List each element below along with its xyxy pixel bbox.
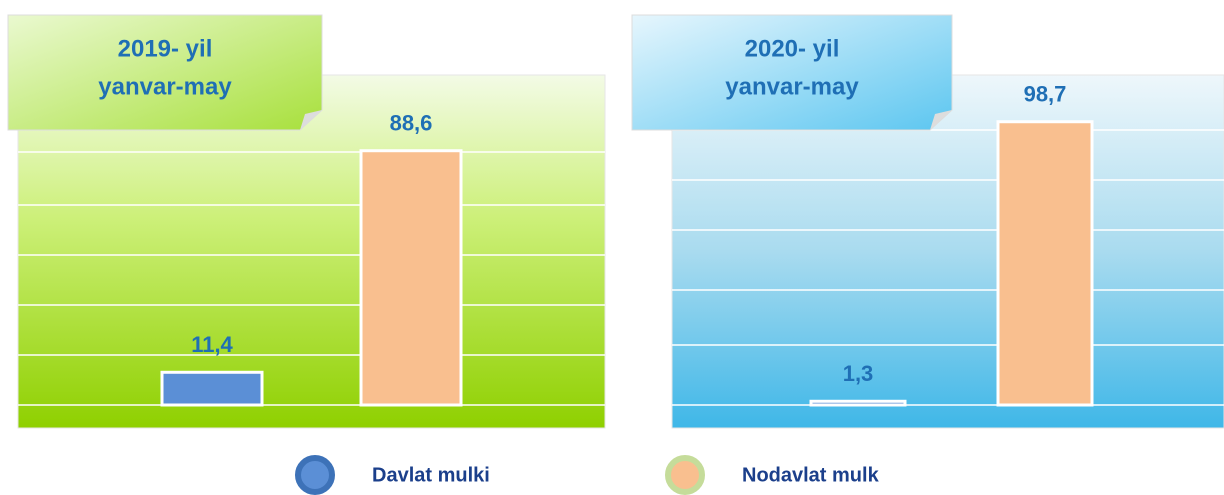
chart-title: yanvar-may <box>98 73 232 100</box>
legend-swatch <box>665 455 705 495</box>
value-label: 11,4 <box>191 332 233 357</box>
panel-left <box>7 14 606 429</box>
chart-title: 2020- yil <box>745 35 840 62</box>
bar <box>996 120 1094 407</box>
legend-swatch <box>295 455 335 495</box>
value-label: 88,6 <box>390 111 433 136</box>
bar <box>359 149 463 407</box>
value-label: 98,7 <box>1024 82 1067 107</box>
chart-title: 2019- yil <box>118 35 213 62</box>
value-label: 1,3 <box>843 361 874 386</box>
bar <box>809 399 907 407</box>
legend-label: Nodavlat mulk <box>742 464 880 486</box>
chart-title: yanvar-may <box>725 73 859 100</box>
panel-right <box>631 14 1224 429</box>
bar <box>160 370 264 407</box>
legend-label: Davlat mulki <box>372 464 490 486</box>
